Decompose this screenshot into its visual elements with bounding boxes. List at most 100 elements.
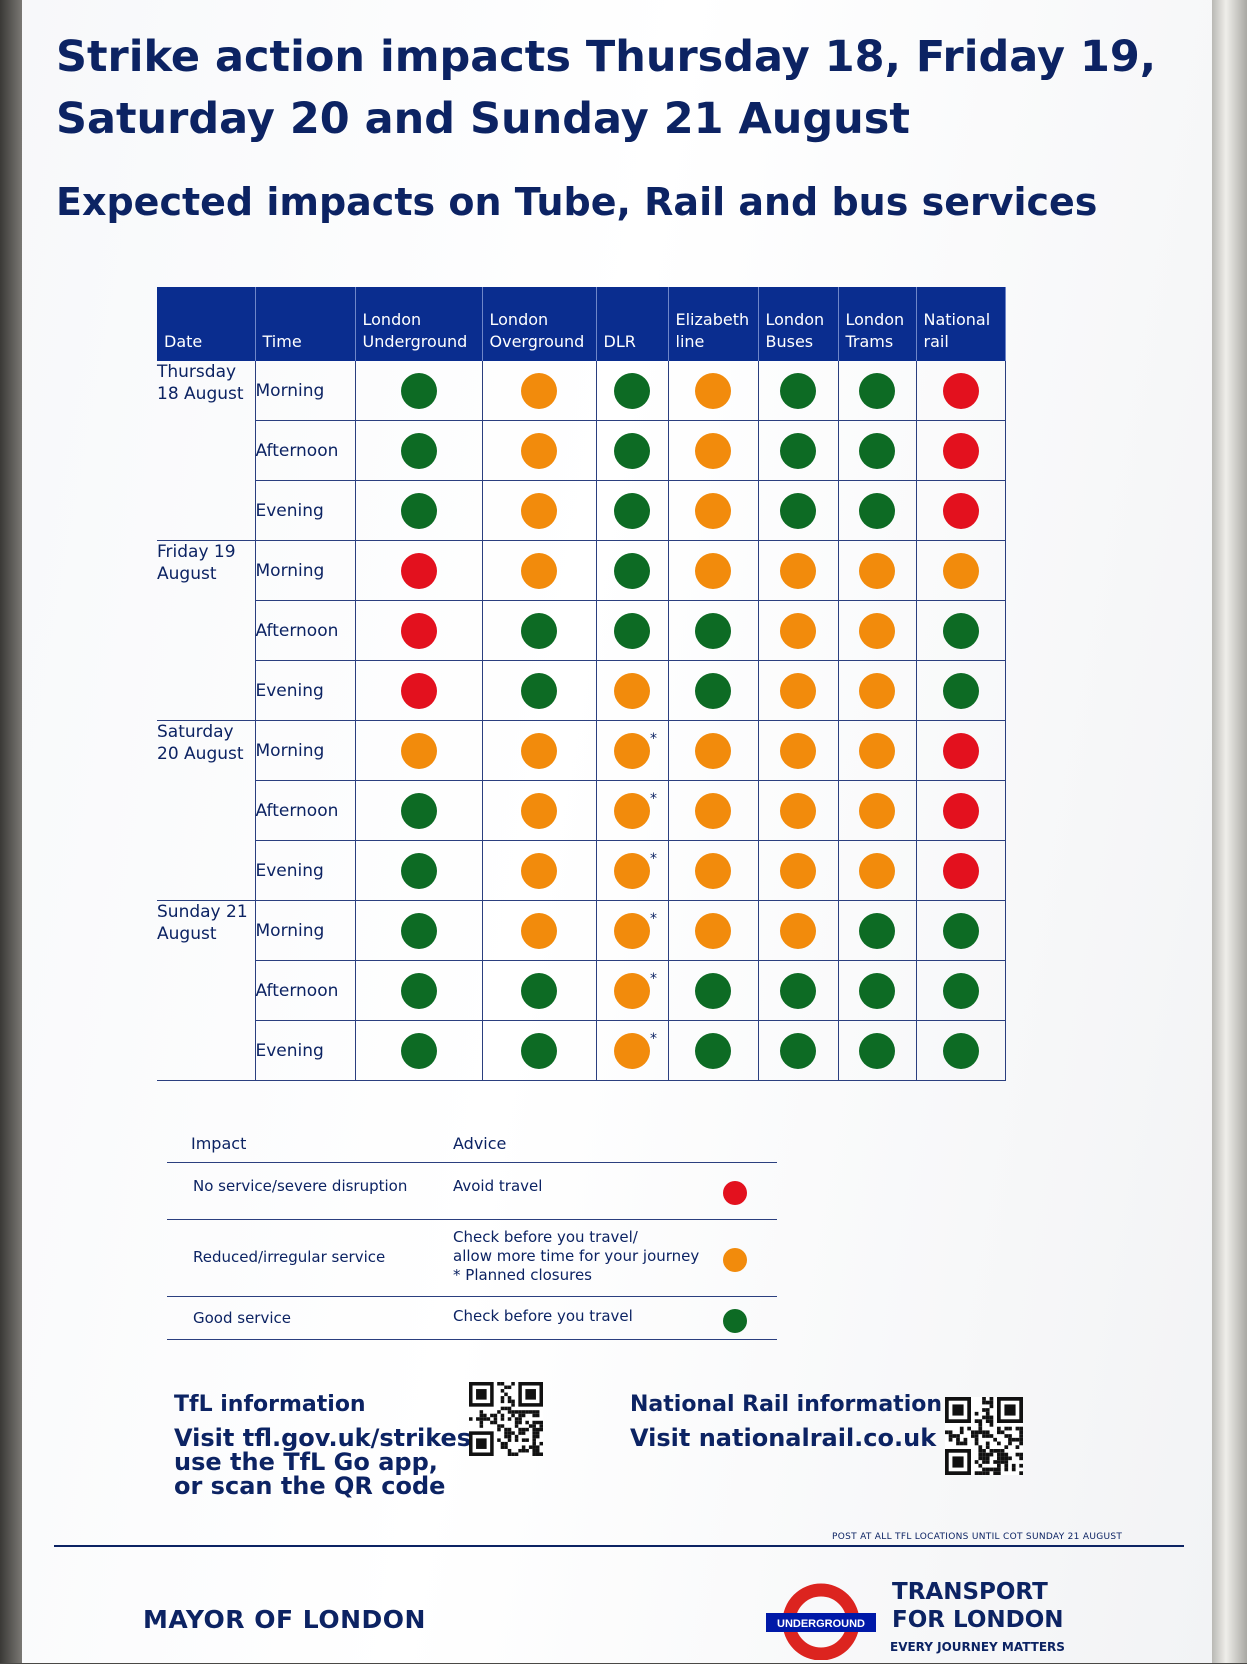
status-cell-national-rail [916, 361, 1006, 421]
wall-frame-left [0, 0, 22, 1663]
green-status-dot [521, 612, 557, 649]
legend-advice-label: Avoid travel [453, 1177, 543, 1195]
date-cell: Thursday 18 August [157, 361, 256, 541]
time-cell: Morning [255, 900, 356, 961]
orange-status-dot [859, 552, 895, 589]
time-cell: Evening [255, 480, 356, 541]
green-status-dot [521, 972, 557, 1009]
orange-status-dot [614, 852, 650, 889]
national-rail-qr-code-icon[interactable] [945, 1397, 1023, 1475]
red-status-dot [942, 732, 979, 769]
status-cell-london-underground [355, 660, 483, 721]
status-cell-london-buses [758, 1020, 839, 1081]
green-status-dot [695, 972, 731, 1009]
impact-table-body: Thursday 18 August Morning Afternoon Evenin… [157, 361, 1006, 1081]
status-cell-london-buses [758, 420, 839, 481]
tfl-info-line: Visit tfl.gov.uk/strikes, [174, 1424, 481, 1452]
status-cell-london-overground [482, 480, 597, 541]
status-cell-london-buses [758, 600, 839, 661]
status-cell-dlr: * [596, 900, 669, 961]
planned-closure-asterisk: * [650, 1031, 657, 1047]
status-cell-london-underground [355, 720, 483, 781]
underground-roundel-icon: UNDERGROUND [766, 1580, 876, 1661]
planned-closure-asterisk: * [650, 731, 657, 747]
status-cell-national-rail [916, 660, 1006, 721]
status-cell-london-trams [838, 840, 917, 901]
green-status-dot [400, 912, 437, 949]
status-cell-london-underground [355, 600, 483, 661]
table-row: Friday 19 August Morning [157, 540, 1006, 721]
status-cell-london-overground [482, 660, 597, 721]
status-cell-elizabeth-line [668, 420, 759, 481]
legend-green-dot [723, 1309, 747, 1333]
red-status-dot [400, 672, 437, 709]
legend-advice-line: Check before you travel/ [453, 1228, 638, 1246]
posting-note: POST AT ALL TFL LOCATIONS UNTIL COT SUND… [832, 1532, 1123, 1542]
mayor-of-london-logo: MAYOR OF LONDON [143, 1605, 426, 1634]
time-cell: Afternoon [255, 420, 356, 481]
orange-status-dot [695, 852, 731, 889]
table-row: Evening [157, 480, 1006, 541]
orange-status-dot [695, 792, 731, 829]
status-cell-london-underground [355, 420, 483, 481]
status-cell-dlr: * [596, 720, 669, 781]
green-status-dot [942, 1032, 979, 1069]
green-status-dot [942, 912, 979, 949]
green-status-dot [859, 972, 895, 1009]
status-cell-london-underground [355, 780, 483, 841]
orange-status-dot [521, 792, 557, 829]
green-status-dot [695, 612, 731, 649]
green-status-dot [400, 1032, 437, 1069]
orange-status-dot [942, 552, 979, 589]
tfl-info-title: TfL information [174, 1392, 366, 1417]
status-cell-elizabeth-line [668, 960, 759, 1021]
orange-status-dot [521, 372, 557, 409]
status-cell-elizabeth-line [668, 780, 759, 841]
orange-status-dot [521, 552, 557, 589]
tfl-info-line: use the TfL Go app, [174, 1448, 438, 1476]
poster-title: Strike action impacts Thursday 18, Frida… [56, 32, 1157, 144]
orange-status-dot [614, 732, 650, 769]
planned-closure-asterisk: * [650, 791, 657, 807]
time-cell: Evening [255, 660, 356, 721]
orange-status-dot [521, 852, 557, 889]
orange-status-dot [521, 912, 557, 949]
green-status-dot [400, 792, 437, 829]
status-cell-london-trams [838, 660, 917, 721]
green-status-dot [614, 432, 650, 469]
legend-row-orange: Reduced/irregular service Check before y… [167, 1220, 777, 1297]
orange-status-dot [780, 852, 816, 889]
green-status-dot [695, 672, 731, 709]
table-row: Sunday 21 August Morning * [157, 900, 1006, 1081]
tfl-info-line: or scan the QR code [174, 1472, 446, 1500]
orange-status-dot [614, 912, 650, 949]
status-cell-national-rail [916, 1020, 1006, 1081]
legend-advice-block: Check before you travel/ allow more time… [453, 1228, 699, 1285]
orange-status-dot [780, 612, 816, 649]
header-london-overground: London Overground [482, 287, 597, 361]
header-london-trams: London Trams [838, 287, 917, 361]
status-cell-national-rail [916, 900, 1006, 961]
status-cell-london-overground [482, 720, 597, 781]
status-cell-london-underground [355, 840, 483, 901]
header-national-rail: National rail [916, 287, 1006, 361]
status-cell-elizabeth-line [668, 480, 759, 541]
planned-closure-asterisk: * [650, 911, 657, 927]
red-status-dot [942, 792, 979, 829]
green-status-dot [614, 372, 650, 409]
status-cell-london-underground [355, 960, 483, 1021]
orange-status-dot [614, 792, 650, 829]
status-cell-london-trams [838, 600, 917, 661]
status-cell-elizabeth-line [668, 361, 759, 421]
status-cell-london-trams [838, 720, 917, 781]
red-status-dot [942, 492, 979, 529]
orange-status-dot [859, 792, 895, 829]
header-london-buses: London Buses [758, 287, 839, 361]
status-cell-london-buses [758, 960, 839, 1021]
status-cell-national-rail [916, 960, 1006, 1021]
orange-status-dot [780, 552, 816, 589]
status-cell-dlr: * [596, 780, 669, 841]
tfl-qr-code-icon[interactable] [469, 1382, 543, 1456]
header-date: Date [157, 287, 256, 361]
orange-status-dot [780, 732, 816, 769]
